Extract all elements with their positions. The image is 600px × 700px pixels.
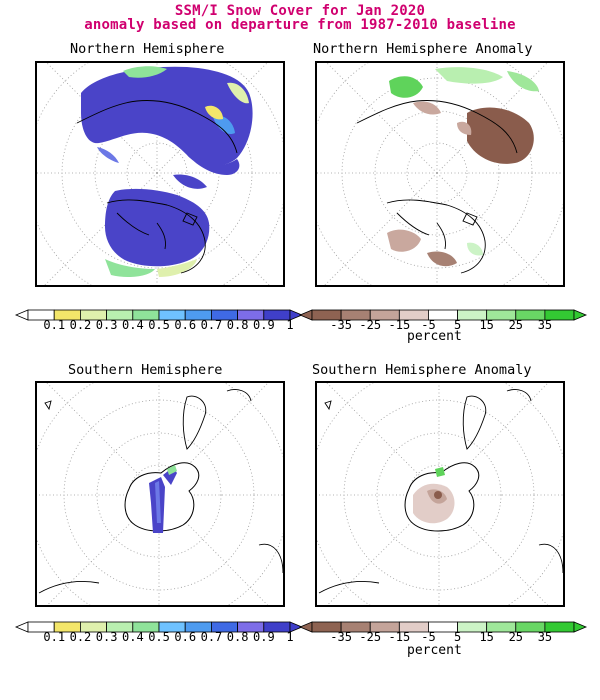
map-subtitle: anomaly based on departure from 1987-201…	[84, 17, 516, 33]
nh-anomaly-map	[315, 61, 565, 287]
colorbar-tick-label: 25	[508, 318, 524, 332]
colorbar-tick-label: 0.4	[122, 630, 144, 644]
colorbar-tick-label: 0.7	[200, 318, 223, 332]
colorbar-tick-label: -35	[330, 318, 352, 332]
colorbar-arrow-low	[298, 309, 313, 321]
colorbar-tick-label: 0.9	[253, 318, 275, 332]
colorbar-tick-label: 5	[453, 318, 462, 332]
colorbar-tick-label: 0.8	[226, 630, 249, 644]
colorbar-tick-label: -5	[421, 318, 436, 332]
colorbar-arrow-high	[573, 621, 588, 633]
colorbar-tick-label: -35	[330, 630, 352, 644]
colorbar-tick-label: 1	[286, 318, 294, 332]
nh-snow-cover-map	[35, 61, 285, 287]
anomaly-colorbar-top	[298, 309, 588, 321]
colorbar-arrow-low	[298, 621, 313, 633]
coastlines	[318, 389, 563, 594]
colorbar-tick-label: -15	[388, 318, 411, 332]
sh-anomaly-map	[315, 381, 565, 607]
graticule	[317, 63, 563, 285]
antarctica	[124, 462, 200, 533]
colorbar-tick-label: 0.3	[95, 318, 118, 332]
colorbar-arrow-low	[14, 309, 29, 321]
colorbar-tick-label: 35	[537, 630, 553, 644]
colorbar-tick-label: 0.2	[69, 318, 92, 332]
colorbar-arrow-high	[573, 309, 588, 321]
colorbar-tick-label: 0.3	[95, 630, 118, 644]
antarctica-anomaly	[404, 462, 480, 532]
colorbar-arrow-low	[14, 621, 29, 633]
colorbar-tick-label: 0.4	[122, 318, 144, 332]
panel-title-nh: Northern Hemisphere	[70, 41, 225, 57]
colorbar-tick-label: 0.9	[253, 630, 275, 644]
colorbar-tick-label: 0.2	[69, 630, 92, 644]
colorbar-tick-label: -25	[359, 318, 382, 332]
anomaly-unit-top: percent	[407, 329, 462, 344]
snow-cover-colorbar-top	[14, 309, 304, 321]
colorbar-tick-label: 0.1	[43, 318, 66, 332]
colorbar-tick-label: 15	[479, 630, 494, 644]
panel-title-sh-anomaly: Southern Hemisphere Anomaly	[312, 362, 532, 378]
anomaly-colorbar-bottom	[298, 621, 588, 633]
coastlines	[38, 389, 283, 594]
colorbar-tick-label: 25	[508, 630, 524, 644]
colorbar-tick-label: 35	[537, 318, 553, 332]
anomaly-unit-bottom: percent	[407, 643, 462, 658]
colorbar-tick-label: 0.1	[43, 630, 66, 644]
anomaly-fields	[387, 67, 539, 267]
colorbar-tick-label: 0.7	[200, 630, 223, 644]
panel-title-sh: Southern Hemisphere	[68, 362, 223, 378]
sh-snow-cover-map	[35, 381, 285, 607]
colorbar-tick-label: 0.5	[148, 630, 170, 644]
colorbar-tick-label: -15	[388, 630, 411, 644]
colorbar-arrow-high	[289, 621, 304, 633]
coastlines	[356, 100, 518, 274]
colorbar-tick-label: 15	[479, 318, 494, 332]
panel-title-nh-anomaly: Northern Hemisphere Anomaly	[313, 41, 533, 57]
colorbar-tick-label: -5	[421, 630, 436, 644]
colorbar-tick-label: -25	[359, 630, 382, 644]
map-title: SSM/I Snow Cover for Jan 2020	[174, 3, 426, 19]
snow-cover-eurasia	[81, 66, 253, 175]
coastlines	[76, 100, 238, 274]
colorbar-tick-label: 0.5	[148, 318, 170, 332]
snow-cover-colorbar-bottom	[14, 621, 304, 633]
colorbar-tick-label: 1	[286, 630, 294, 644]
colorbar-tick-label: 0.6	[174, 630, 197, 644]
colorbar-arrow-high	[289, 309, 304, 321]
snow-cover-north-america	[105, 174, 210, 277]
colorbar-tick-label: 0.8	[226, 318, 249, 332]
colorbar-tick-label: 5	[453, 630, 462, 644]
colorbar-tick-label: 0.6	[174, 318, 197, 332]
